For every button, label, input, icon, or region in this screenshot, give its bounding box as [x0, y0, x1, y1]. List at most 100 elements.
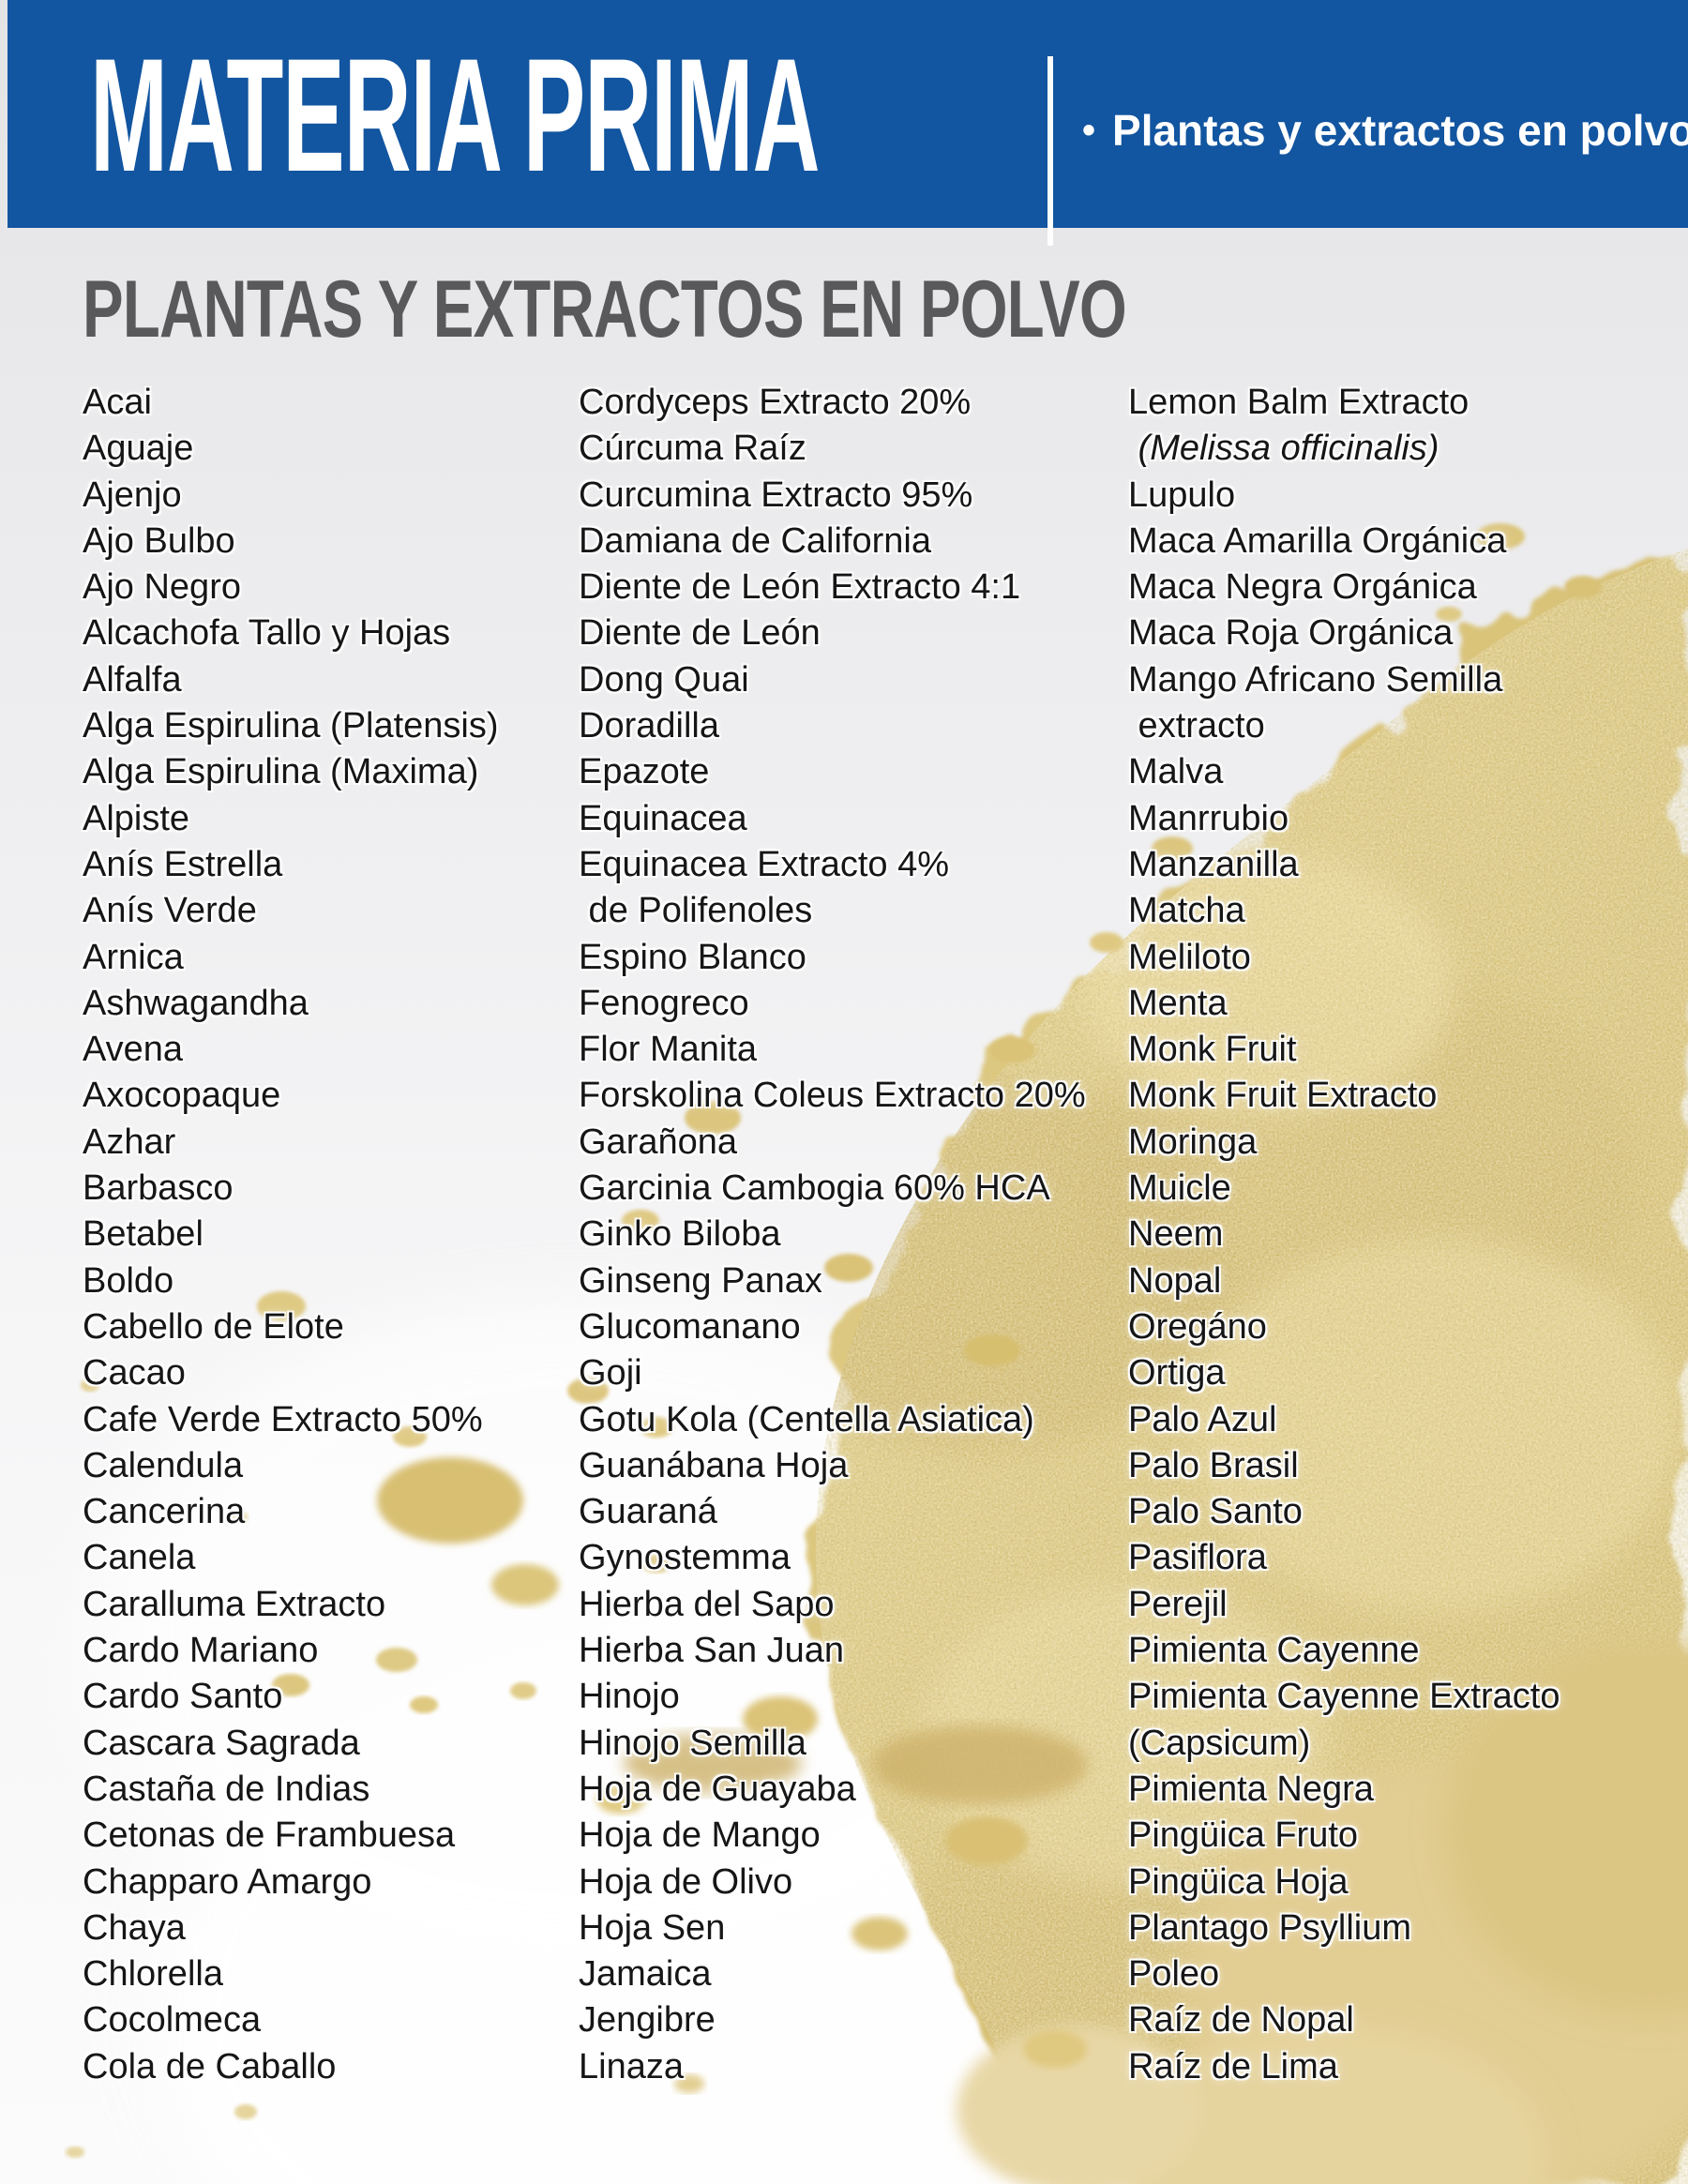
list-item: Dong Quai	[579, 659, 749, 700]
list-item: Goji	[579, 1353, 642, 1393]
page-title: MATERIA PRIMA	[90, 25, 821, 205]
list-item: Acai	[83, 383, 152, 422]
list-item: Espino Blanco	[579, 937, 806, 977]
list-column-1: Acai Aguaje Ajenjo Ajo Bulbo Ajo Negro Alcach…	[83, 380, 499, 2090]
list-item: Cocolmeca	[83, 2000, 262, 2041]
list-item: Boldo	[83, 1260, 174, 1301]
list-item: Alcachofa Tallo y Hojas	[83, 613, 451, 654]
section-heading: PLANTAS Y EXTRACTOS EN POLVO	[83, 264, 1127, 354]
list-item: Cordyceps Extracto 20%	[579, 383, 972, 422]
list-item: Cascara Sagrada	[83, 1723, 360, 1763]
list-item: Garcinia Cambogia 60% HCA	[579, 1168, 1050, 1209]
list-item: Jengibre	[579, 2000, 716, 2041]
list-item: Canela	[83, 1538, 196, 1578]
list-item: Damiana de California	[579, 520, 931, 561]
list-item: Axocopaque	[83, 1076, 281, 1116]
list-item: Perejil	[1128, 1584, 1228, 1624]
list-item: (Capsicum)	[1128, 1723, 1311, 1763]
list-item: Linaza	[579, 2046, 684, 2086]
list-item: Cetonas de Frambuesa	[83, 1815, 456, 1856]
list-item: Cabello de Elote	[83, 1306, 344, 1347]
header-banner: MATERIA PRIMA • Plantas y extractos en p…	[8, 0, 1688, 246]
list-item: Neem	[1128, 1214, 1224, 1255]
list-item: Palo Azul	[1128, 1399, 1277, 1439]
list-item: Alga Espirulina (Maxima)	[83, 752, 479, 792]
list-item: Maca Amarilla Orgánica	[1128, 520, 1507, 561]
list-item: Muicle	[1128, 1168, 1231, 1209]
list-item: Cancerina	[83, 1492, 246, 1532]
list-item: Guaraná	[579, 1492, 717, 1532]
list-item: Maca Negra Orgánica	[1128, 567, 1477, 608]
list-item: Ajo Negro	[83, 567, 241, 608]
list-item: Plantago Psyllium	[1128, 1907, 1412, 1948]
list-item: Alga Espirulina (Platensis)	[83, 706, 499, 746]
list-item: Maca Roja Orgánica	[1128, 613, 1454, 654]
list-item: Hoja Sen	[579, 1907, 726, 1948]
list-item: Matcha	[1128, 891, 1245, 931]
list-item: Meliloto	[1128, 937, 1251, 977]
list-item: Hierba San Juan	[579, 1631, 845, 1671]
list-item: Monk Fruit Extracto	[1128, 1076, 1438, 1116]
list-item: Nopal	[1128, 1260, 1222, 1301]
list-item: Manrrubio	[1128, 798, 1289, 838]
list-item: Glucomanano	[579, 1306, 801, 1347]
list-item: Raíz de Lima	[1128, 2046, 1338, 2086]
list-item: Chaya	[83, 1907, 186, 1948]
list-item: Chlorella	[83, 1954, 223, 1995]
list-item: Cardo Mariano	[83, 1631, 319, 1671]
list-item: Hoja de Olivo	[579, 1861, 793, 1902]
list-item: Cacao	[83, 1353, 186, 1393]
list-item: Monk Fruit	[1128, 1030, 1297, 1070]
header-divider	[1047, 56, 1053, 246]
list-item: (Melissa officinalis)	[1128, 429, 1439, 469]
list-item: Ajo Bulbo	[83, 520, 235, 561]
list-item: extracto	[1128, 706, 1265, 746]
list-item: Alfalfa	[83, 659, 182, 700]
list-column-2: Cordyceps Extracto 20% Cúrcuma Raíz Curcum…	[579, 380, 1086, 2090]
list-item: Oregáno	[1128, 1306, 1267, 1347]
list-item: Anís Estrella	[83, 844, 283, 884]
list-item: Diente de León	[579, 613, 821, 654]
list-item: Diente de León Extracto 4:1	[579, 567, 1021, 608]
list-item: Poleo	[1128, 1954, 1220, 1995]
list-item: Curcumina Extracto 95%	[579, 474, 973, 515]
list-item: Hoja de Guayaba	[579, 1769, 856, 1809]
list-item: Avena	[83, 1030, 184, 1070]
header-tagline: • Plantas y extractos en polvo	[1082, 105, 1688, 156]
list-item: Guanábana Hoja	[579, 1445, 849, 1485]
list-item: Chapparo Amargo	[83, 1861, 372, 1902]
list-item: Moringa	[1128, 1122, 1258, 1162]
list-item: Ajenjo	[83, 474, 182, 515]
list-item: Epazote	[579, 752, 710, 792]
list-item: Ginko Biloba	[579, 1214, 781, 1255]
list-item: Jamaica	[579, 1954, 712, 1995]
list-item: Hinojo	[579, 1677, 680, 1717]
list-item: Castaña de Indias	[83, 1769, 370, 1809]
list-column-3: Lemon Balm Extracto (Melissa officinalis…	[1128, 380, 1560, 2090]
list-item: Pimienta Cayenne	[1128, 1631, 1420, 1671]
list-item: de Polifenoles	[579, 891, 813, 931]
list-item: Pimienta Cayenne Extracto	[1128, 1677, 1560, 1717]
list-item: Mango Africano Semilla	[1128, 659, 1503, 700]
list-item: Pimienta Negra	[1128, 1769, 1374, 1809]
list-item: Pingüica Fruto	[1128, 1815, 1359, 1856]
list-item: Anís Verde	[83, 891, 257, 931]
list-item: Hierba del Sapo	[579, 1584, 835, 1624]
list-item: Fenogreco	[579, 983, 749, 1023]
list-item: Menta	[1128, 983, 1228, 1023]
list-item: Cardo Santo	[83, 1677, 283, 1717]
list-item: Gynostemma	[579, 1538, 791, 1578]
list-item: Lupulo	[1128, 474, 1236, 515]
list-item: Garañona	[579, 1122, 738, 1162]
list-item: Aguaje	[83, 429, 194, 469]
list-item: Azhar	[83, 1122, 176, 1162]
list-item: Ashwagandha	[83, 983, 309, 1023]
list-item: Palo Brasil	[1128, 1445, 1299, 1485]
list-item: Arnica	[83, 937, 184, 977]
list-item: Pasiflora	[1128, 1538, 1267, 1578]
list-item: Equinacea	[579, 798, 747, 838]
list-item: Gotu Kola (Centella Asiatica)	[579, 1399, 1034, 1439]
list-item: Cafe Verde Extracto 50%	[83, 1399, 483, 1439]
list-item: Raíz de Nopal	[1128, 2000, 1354, 2041]
